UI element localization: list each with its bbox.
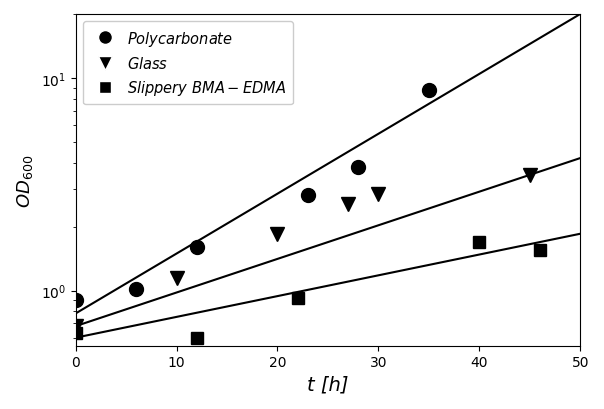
Legend: $\it{Polycarbonate}$, $\it{Glass}$, $\it{Slippery\ BMA} - \it{EDMA}$: $\it{Polycarbonate}$, $\it{Glass}$, $\it…	[83, 22, 293, 105]
Y-axis label: OD$_{600}$: OD$_{600}$	[15, 154, 35, 207]
X-axis label: t [h]: t [h]	[307, 375, 349, 394]
